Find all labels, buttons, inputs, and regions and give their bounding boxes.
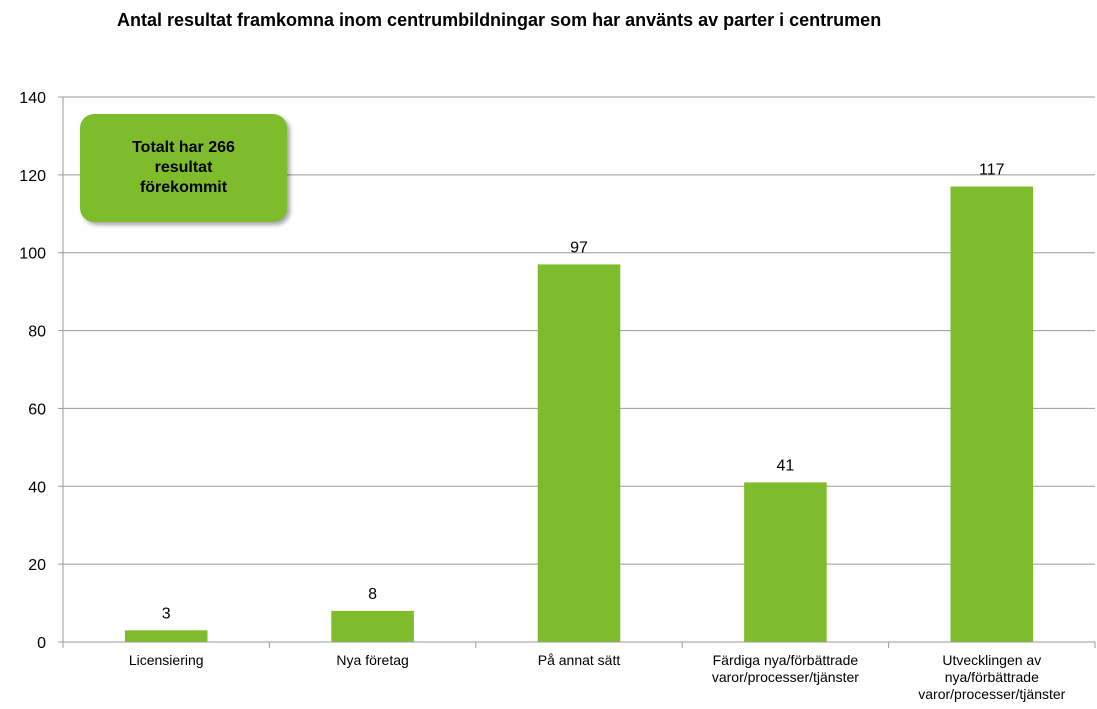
bar bbox=[744, 482, 827, 642]
chart-title: Antal resultat framkomna inom centrumbil… bbox=[117, 10, 882, 30]
value-label: 97 bbox=[570, 239, 588, 256]
y-tick-label: 100 bbox=[19, 246, 46, 263]
y-tick-label: 20 bbox=[28, 557, 46, 574]
x-tick-label: Licensiering bbox=[128, 652, 204, 668]
value-label: 117 bbox=[979, 162, 1005, 179]
x-tick-label: Utvecklingen av nya/förbättrade varor/pr… bbox=[918, 652, 1066, 702]
y-tick-label: 80 bbox=[28, 324, 46, 341]
y-tick-label: 40 bbox=[28, 479, 46, 496]
value-label: 8 bbox=[368, 586, 377, 603]
y-tick-label: 120 bbox=[19, 168, 46, 185]
x-tick-label: Nya företag bbox=[336, 652, 409, 668]
bar bbox=[950, 186, 1034, 643]
value-label: 3 bbox=[162, 605, 171, 622]
x-tick-label: På annat sätt bbox=[537, 652, 621, 668]
bar bbox=[537, 264, 621, 642]
x-tick-label: Färdiga nya/förbättrade varor/processer/… bbox=[711, 652, 859, 685]
y-tick-label: 0 bbox=[37, 635, 46, 652]
annotation-box: Totalt har 266 resultat förekommit bbox=[80, 114, 287, 222]
y-tick-label: 140 bbox=[19, 90, 46, 107]
value-label: 41 bbox=[777, 457, 795, 474]
bar bbox=[124, 630, 208, 642]
bar bbox=[331, 610, 414, 642]
y-tick-label: 60 bbox=[28, 401, 46, 418]
annotation: Totalt har 266 resultat förekommit bbox=[132, 139, 235, 196]
